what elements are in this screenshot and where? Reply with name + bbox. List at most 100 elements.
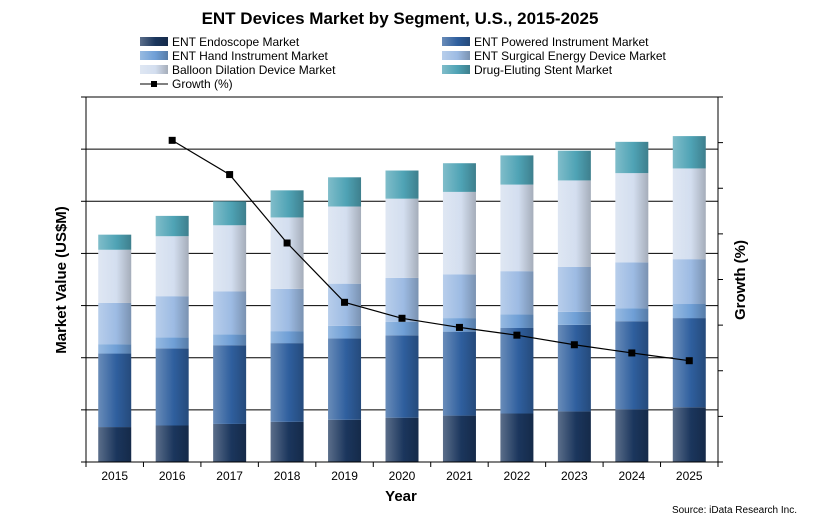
bar-segment — [557, 311, 591, 325]
bar-segment — [328, 177, 362, 207]
bars — [98, 136, 706, 462]
x-tick-label: 2024 — [618, 469, 645, 483]
bar-segment — [385, 277, 419, 322]
bar-segment — [615, 141, 649, 174]
legend-label: ENT Surgical Energy Device Market — [474, 49, 667, 63]
bar-segment — [672, 136, 706, 169]
bar-segment — [385, 417, 419, 462]
legend-label: Balloon Dilation Device Market — [172, 63, 336, 77]
bar-segment — [615, 173, 649, 263]
bar-segment — [155, 337, 189, 349]
x-tick-label: 2025 — [676, 469, 703, 483]
bar-segment — [557, 411, 591, 462]
legend-growth-marker — [151, 81, 157, 87]
legend-label: Growth (%) — [172, 77, 233, 91]
bar-segment — [155, 348, 189, 426]
bar-segment — [385, 321, 419, 336]
bar-segment — [213, 345, 247, 424]
legend-label: ENT Hand Instrument Market — [172, 49, 329, 63]
x-tick-label: 2019 — [331, 469, 358, 483]
bar-segment — [328, 325, 362, 339]
x-tick-label: 2015 — [101, 469, 128, 483]
legend-swatch — [442, 37, 470, 46]
bar-segment — [442, 274, 476, 319]
y-axis-title: Market Value (US$M) — [53, 206, 70, 354]
bar-segment — [385, 198, 419, 278]
growth-point — [168, 136, 176, 144]
bar-segment — [213, 201, 247, 226]
bar-segment — [557, 180, 591, 267]
bar-segment — [155, 425, 189, 462]
bar-segment — [557, 324, 591, 412]
bar-segment — [615, 321, 649, 410]
legend-label: ENT Powered Instrument Market — [474, 35, 649, 49]
growth-polyline — [171, 139, 690, 362]
bar-segment — [672, 168, 706, 260]
bar-segment — [98, 302, 132, 345]
bar-segment — [155, 215, 189, 237]
axes — [81, 96, 723, 467]
bar-segment — [442, 331, 476, 416]
bar-segment — [615, 409, 649, 462]
bar-segment — [385, 170, 419, 199]
bar-segment — [98, 344, 132, 354]
x-tick-label: 2022 — [504, 469, 531, 483]
x-tick-labels: 2015 2016 2017 2018 2019 2020 2021 2022 2023 2024… — [101, 469, 703, 483]
bar-segment — [672, 304, 706, 319]
bar-segment — [155, 296, 189, 338]
bar-segment — [500, 413, 534, 462]
growth-point — [628, 349, 636, 357]
legend-swatch — [140, 51, 168, 60]
bar-segment — [270, 190, 304, 218]
legend-swatch — [442, 65, 470, 74]
bar-segment — [155, 236, 189, 297]
x-tick-label: 2016 — [159, 469, 186, 483]
bar-segment — [270, 421, 304, 462]
growth-point — [455, 323, 463, 331]
bar-segment — [213, 291, 247, 335]
bar-segment — [557, 266, 591, 312]
bar-segment — [328, 338, 362, 420]
legend-label: ENT Endoscope Market — [172, 35, 300, 49]
growth-point — [570, 341, 578, 349]
bar-segment — [442, 163, 476, 192]
bar-segment — [98, 234, 132, 250]
growth-point — [398, 314, 406, 322]
bar-segment — [213, 423, 247, 462]
bar-segment — [328, 206, 362, 284]
legend-swatch — [140, 37, 168, 46]
bar-segment — [615, 262, 649, 309]
legend: ENT Endoscope Market ENT Powered Instrume… — [140, 35, 667, 91]
bar-segment — [98, 353, 132, 428]
growth-line — [168, 136, 693, 365]
growth-point — [513, 331, 521, 339]
x-tick-label: 2018 — [274, 469, 301, 483]
x-tick-label: 2023 — [561, 469, 588, 483]
legend-label: Drug-Eluting Stent Market — [474, 63, 613, 77]
y2-axis-title: Growth (%) — [732, 240, 749, 320]
bar-segment — [500, 155, 534, 185]
bar-segment — [672, 259, 706, 305]
legend-swatch — [442, 51, 470, 60]
legend-swatch — [140, 65, 168, 74]
chart-title: ENT Devices Market by Segment, U.S., 201… — [202, 9, 599, 28]
bar-segment — [500, 314, 534, 328]
growth-point — [685, 357, 693, 365]
bar-segment — [442, 191, 476, 275]
x-tick-label: 2020 — [389, 469, 416, 483]
bar-segment — [270, 288, 304, 332]
bar-segment — [213, 334, 247, 346]
x-axis-title: Year — [385, 488, 417, 505]
x-tick-label: 2017 — [216, 469, 243, 483]
bar-segment — [557, 150, 591, 181]
source-note: Source: iData Research Inc. — [672, 505, 797, 516]
growth-point — [283, 239, 291, 247]
bar-segment — [615, 308, 649, 322]
bar-segment — [270, 331, 304, 344]
bar-segment — [672, 407, 706, 462]
bar-segment — [98, 427, 132, 462]
bar-segment — [213, 225, 247, 292]
x-tick-label: 2021 — [446, 469, 473, 483]
growth-point — [226, 171, 234, 179]
